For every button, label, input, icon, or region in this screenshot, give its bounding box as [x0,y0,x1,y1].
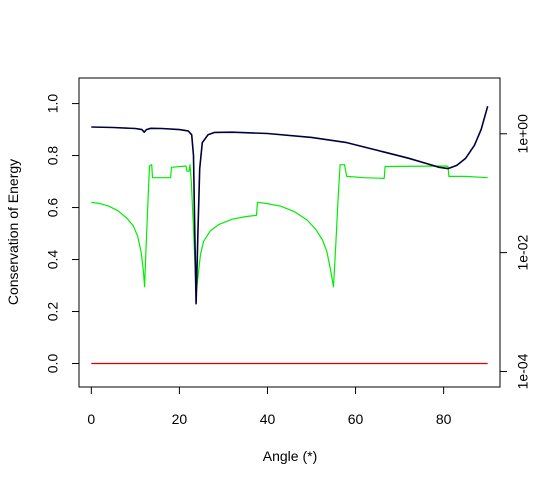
y-axis-label: Conservation of Energy [5,159,21,305]
x-tick-label: 20 [172,411,188,427]
series-layer [91,105,489,365]
x-tick-label: 40 [260,411,276,427]
series-line-green [91,164,488,296]
y-tick-label: 0.0 [45,354,61,374]
y2-tick-label: 1e-04 [515,353,531,389]
y-tick-label: 0.8 [45,146,61,166]
y-tick-label: 1.0 [45,94,61,114]
y-tick-label: 0.2 [45,302,61,322]
y-tick-label: 0.4 [45,250,61,270]
plot-frame [78,77,501,388]
x-tick-label: 60 [348,411,364,427]
x-tick-label: 0 [87,411,95,427]
series-line-dark [91,105,489,305]
y-tick-label: 0.6 [45,198,61,218]
x-axis-label: Angle (*) [263,448,317,464]
y2-tick-label: 1e-02 [515,235,531,271]
y2-axis: 1e-04 1e-02 1e+00 [499,114,531,389]
x-tick-label: 80 [436,411,452,427]
y-axis: 0.0 0.2 0.4 0.6 0.8 1.0 [45,94,80,374]
x-axis: 0 20 40 60 80 [87,386,452,427]
y2-tick-label: 1e+00 [515,114,531,154]
